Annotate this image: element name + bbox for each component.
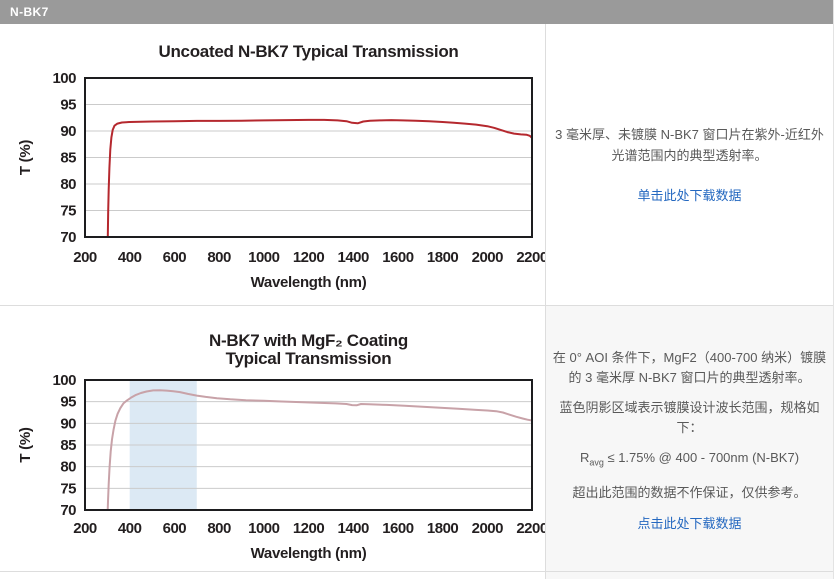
uncoated-description-cell: 3 毫米厚、未镀膜 N-BK7 窗口片在紫外-近红外光谱范围内的典型透射率。 单… (545, 24, 833, 305)
svg-text:2200: 2200 (516, 520, 545, 537)
svg-text:80: 80 (60, 459, 76, 476)
svg-text:1800: 1800 (427, 249, 459, 266)
svg-text:1000: 1000 (248, 520, 280, 537)
svg-text:95: 95 (60, 394, 76, 411)
coated-description-text: 在 0° AOI 条件下，MgF2（400-700 纳米）镀膜的 3 毫米厚 N… (552, 350, 827, 386)
svg-text:1600: 1600 (382, 249, 414, 266)
svg-text:400: 400 (118, 520, 142, 537)
svg-text:85: 85 (60, 150, 76, 167)
next-row-left (0, 572, 545, 579)
svg-text:1400: 1400 (338, 520, 370, 537)
svg-text:95: 95 (60, 97, 76, 114)
next-row-partial (0, 571, 833, 579)
svg-text:Typical Transmission: Typical Transmission (226, 349, 392, 368)
svg-text:T (%): T (%) (17, 140, 34, 175)
svg-text:400: 400 (118, 249, 142, 266)
svg-text:1200: 1200 (293, 520, 325, 537)
reflectance-spec: Ravg ≤ 1.75% @ 400 - 700nm (N-BK7) (580, 448, 799, 473)
coated-download-data-link[interactable]: 点击此处下载数据 (637, 515, 742, 531)
svg-text:800: 800 (207, 520, 231, 537)
svg-text:90: 90 (60, 415, 76, 432)
out-of-range-note: 超出此范围的数据不作保证，仅供参考。 (572, 484, 807, 500)
svg-text:2200: 2200 (516, 249, 545, 266)
svg-text:T (%): T (%) (17, 427, 34, 462)
svg-text:1400: 1400 (338, 249, 370, 266)
design-band-note: 蓝色阴影区域表示镀膜设计波长范围，规格如下： (559, 400, 820, 436)
spec-symbol: R (579, 450, 590, 466)
coated-chart-cell: 70 75 80 85 90 95 100 200 400 600 800 1000 1200 1400 1… (0, 306, 548, 571)
spec-subscript: avg (589, 457, 604, 468)
next-row-right (545, 572, 833, 579)
uncoated-row: 70 75 80 85 90 95 100 200 400 600 800 1000 1200 1400 1… (0, 24, 833, 305)
svg-text:70: 70 (60, 502, 76, 519)
svg-text:85: 85 (60, 437, 76, 454)
coated-row: 70 75 80 85 90 95 100 200 400 600 800 1000 1200 1400 1… (0, 305, 833, 571)
section-header: N-BK7 (0, 0, 833, 24)
spec-value: ≤ 1.75% @ 400 - 700nm (N-BK7) (603, 450, 800, 466)
uncoated-transmission-chart: 70 75 80 85 90 95 100 200 400 600 800 1000 1200 1400 1… (17, 42, 548, 291)
coated-transmission-chart: 70 75 80 85 90 95 100 200 400 600 800 1000 1200 1400 1… (17, 331, 548, 562)
svg-text:2000: 2000 (472, 249, 504, 266)
svg-text:Wavelength (nm): Wavelength (nm) (251, 274, 367, 291)
svg-text:75: 75 (60, 203, 76, 220)
svg-text:2000: 2000 (472, 520, 504, 537)
svg-text:600: 600 (163, 249, 187, 266)
svg-text:70: 70 (60, 229, 76, 246)
coated-description-cell: 在 0° AOI 条件下，MgF2（400-700 纳米）镀膜的 3 毫米厚 N… (545, 306, 833, 571)
svg-text:80: 80 (60, 176, 76, 193)
svg-text:600: 600 (163, 520, 187, 537)
svg-text:1800: 1800 (427, 520, 459, 537)
svg-text:100: 100 (52, 372, 76, 389)
uncoated-description-text: 3 毫米厚、未镀膜 N-BK7 窗口片在紫外-近红外光谱范围内的典型透射率。 (555, 126, 824, 163)
svg-text:100: 100 (52, 70, 76, 87)
svg-text:75: 75 (60, 480, 76, 497)
svg-text:1200: 1200 (293, 249, 325, 266)
svg-text:Wavelength (nm): Wavelength (nm) (251, 545, 367, 562)
uncoated-download-data-link[interactable]: 单击此处下载数据 (637, 187, 742, 203)
svg-text:1600: 1600 (382, 520, 414, 537)
uncoated-chart-cell: 70 75 80 85 90 95 100 200 400 600 800 1000 1200 1400 1… (0, 24, 548, 305)
section-title: N-BK7 (10, 5, 49, 19)
svg-text:N-BK7 with MgF₂ Coating: N-BK7 with MgF₂ Coating (209, 331, 408, 350)
svg-text:200: 200 (73, 520, 97, 537)
svg-text:800: 800 (207, 249, 231, 266)
svg-text:200: 200 (73, 249, 97, 266)
svg-text:1000: 1000 (248, 249, 280, 266)
svg-text:Uncoated N-BK7 Typical Transmi: Uncoated N-BK7 Typical Transmission (159, 42, 459, 61)
svg-text:90: 90 (60, 123, 76, 140)
